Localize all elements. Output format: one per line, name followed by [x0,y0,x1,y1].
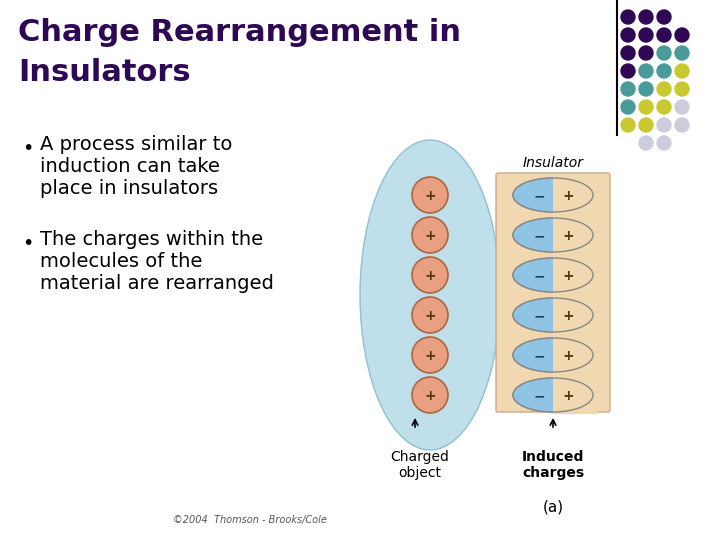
Text: +: + [424,269,436,283]
Circle shape [675,118,689,132]
Text: +: + [424,349,436,363]
Text: induction can take: induction can take [40,157,220,176]
Text: +: + [424,389,436,403]
Circle shape [657,118,671,132]
Circle shape [639,46,653,60]
Ellipse shape [513,258,593,292]
Ellipse shape [360,140,500,450]
Circle shape [657,82,671,96]
Circle shape [621,118,635,132]
Ellipse shape [513,338,593,372]
Circle shape [639,10,653,24]
Ellipse shape [412,377,448,413]
Circle shape [639,82,653,96]
Text: material are rearranged: material are rearranged [40,274,274,293]
Circle shape [675,46,689,60]
Text: Insulator: Insulator [523,156,583,170]
Ellipse shape [513,258,593,292]
Circle shape [675,82,689,96]
Text: (a): (a) [542,500,564,515]
Ellipse shape [513,298,593,332]
Circle shape [657,28,671,42]
Text: −: − [534,349,545,363]
Circle shape [639,136,653,150]
Circle shape [657,46,671,60]
Circle shape [657,100,671,114]
Ellipse shape [513,338,593,372]
Circle shape [621,28,635,42]
Text: +: + [562,189,574,203]
Ellipse shape [513,298,593,332]
Bar [553,336,598,374]
Circle shape [657,136,671,150]
Text: molecules of the: molecules of the [40,252,202,271]
Ellipse shape [513,218,593,252]
Bar [553,176,598,214]
Circle shape [639,64,653,78]
Circle shape [621,10,635,24]
Ellipse shape [513,218,593,252]
Circle shape [621,100,635,114]
Text: +: + [424,189,436,203]
Circle shape [621,64,635,78]
Text: +: + [424,229,436,243]
Circle shape [621,46,635,60]
FancyBboxPatch shape [496,173,610,412]
Bar [553,376,598,414]
Text: ©2004  Thomson - Brooks/Cole: ©2004 Thomson - Brooks/Cole [173,515,327,525]
Text: −: − [534,189,545,203]
Ellipse shape [513,178,593,212]
Text: A process similar to: A process similar to [40,135,233,154]
Circle shape [639,100,653,114]
Bar [553,216,598,254]
Circle shape [639,118,653,132]
Text: −: − [534,309,545,323]
Text: Charged
object: Charged object [390,450,449,480]
Circle shape [675,28,689,42]
Bar [553,256,598,294]
Ellipse shape [412,217,448,253]
Text: +: + [562,229,574,243]
Text: +: + [562,389,574,403]
Text: •: • [22,139,33,158]
Text: +: + [562,269,574,283]
Circle shape [621,82,635,96]
Text: place in insulators: place in insulators [40,179,218,198]
Ellipse shape [513,378,593,412]
Circle shape [639,28,653,42]
Text: •: • [22,234,33,253]
Text: +: + [562,349,574,363]
Circle shape [675,64,689,78]
Text: Charge Rearrangement in: Charge Rearrangement in [18,18,461,47]
Bar [553,296,598,334]
Text: Insulators: Insulators [18,58,191,87]
Text: −: − [534,389,545,403]
Ellipse shape [412,177,448,213]
Ellipse shape [513,178,593,212]
Text: The charges within the: The charges within the [40,230,263,249]
Text: +: + [562,309,574,323]
Ellipse shape [513,378,593,412]
Circle shape [657,10,671,24]
Text: Induced
charges: Induced charges [522,450,584,480]
Ellipse shape [412,337,448,373]
Text: −: − [534,229,545,243]
Ellipse shape [412,297,448,333]
Ellipse shape [412,257,448,293]
Text: −: − [534,269,545,283]
Circle shape [675,100,689,114]
Text: +: + [424,309,436,323]
Circle shape [657,64,671,78]
